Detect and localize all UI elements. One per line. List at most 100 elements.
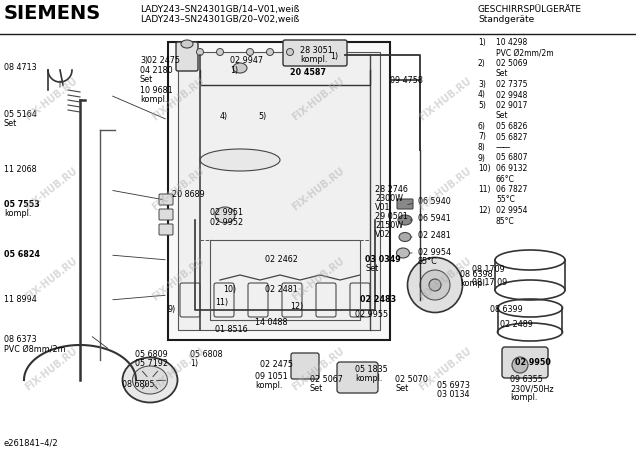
Text: FIX-HUB.RU: FIX-HUB.RU <box>417 256 473 302</box>
Text: FIX-HUB.RU: FIX-HUB.RU <box>417 76 473 122</box>
Text: 02 5069: 02 5069 <box>496 59 527 68</box>
Bar <box>168 42 390 340</box>
Text: FIX-HUB.RU: FIX-HUB.RU <box>150 166 206 212</box>
FancyBboxPatch shape <box>159 194 173 205</box>
Text: 05 6807: 05 6807 <box>496 153 527 162</box>
Text: 3): 3) <box>478 80 486 89</box>
Text: 03 0349: 03 0349 <box>365 255 401 264</box>
Text: 02 9947: 02 9947 <box>230 56 263 65</box>
Ellipse shape <box>420 270 450 300</box>
Text: FIX-HUB.RU: FIX-HUB.RU <box>23 76 79 122</box>
Text: 05 5164: 05 5164 <box>4 110 37 119</box>
Text: GESCHIRRSPÜLGERÄTE: GESCHIRRSPÜLGERÄTE <box>478 5 582 14</box>
Text: 02 2483: 02 2483 <box>360 295 396 304</box>
Text: 11): 11) <box>478 185 490 194</box>
Text: 08 4713: 08 4713 <box>4 63 37 72</box>
Text: 08 6805: 08 6805 <box>122 380 155 389</box>
Ellipse shape <box>247 49 254 55</box>
Text: kompl.: kompl. <box>140 95 167 104</box>
Text: LADY243–SN24301GB/20–V02,weiß: LADY243–SN24301GB/20–V02,weiß <box>140 15 300 24</box>
Text: 66°C: 66°C <box>496 175 515 184</box>
Text: 06 9132: 06 9132 <box>496 164 527 173</box>
Text: 10 4298: 10 4298 <box>496 38 527 47</box>
Text: 8): 8) <box>478 143 486 152</box>
FancyBboxPatch shape <box>291 353 319 379</box>
Text: 02 9955: 02 9955 <box>355 310 388 319</box>
Ellipse shape <box>408 257 462 312</box>
Text: 29 0501: 29 0501 <box>375 212 408 221</box>
Ellipse shape <box>398 215 412 225</box>
Text: FIX-HUB.RU: FIX-HUB.RU <box>290 76 346 122</box>
Text: 6): 6) <box>478 122 486 131</box>
Text: 02 9950: 02 9950 <box>515 358 551 367</box>
Ellipse shape <box>181 40 193 48</box>
Text: 02 2475: 02 2475 <box>260 360 293 369</box>
Text: 09 6355: 09 6355 <box>510 375 543 384</box>
Text: 05 7192: 05 7192 <box>135 359 168 368</box>
Text: 11 2068: 11 2068 <box>4 165 37 174</box>
Text: Standgeräte: Standgeräte <box>478 15 534 24</box>
Text: 02 9948: 02 9948 <box>496 90 527 99</box>
Text: 14 0488: 14 0488 <box>255 318 287 327</box>
Text: Set: Set <box>365 264 378 273</box>
Text: 9): 9) <box>478 153 486 162</box>
Text: 11): 11) <box>215 298 228 307</box>
FancyBboxPatch shape <box>159 209 173 220</box>
Text: FIX-HUB.RU: FIX-HUB.RU <box>417 346 473 392</box>
Ellipse shape <box>233 63 247 73</box>
Text: 06 5941: 06 5941 <box>418 214 451 223</box>
Text: 7): 7) <box>478 132 486 141</box>
FancyBboxPatch shape <box>176 42 198 71</box>
Text: kompl.: kompl. <box>4 209 31 218</box>
FancyBboxPatch shape <box>159 224 173 235</box>
Text: LADY243–SN24301GB/14–V01,weiß: LADY243–SN24301GB/14–V01,weiß <box>140 5 300 14</box>
Ellipse shape <box>512 357 528 373</box>
Text: FIX-HUB.RU: FIX-HUB.RU <box>23 256 79 302</box>
Ellipse shape <box>123 357 177 402</box>
Text: ——: —— <box>496 143 511 152</box>
Text: 85°C: 85°C <box>418 257 438 266</box>
Text: 05 6973: 05 6973 <box>437 381 470 390</box>
Ellipse shape <box>197 49 204 55</box>
Text: 02 9952: 02 9952 <box>210 218 243 227</box>
Text: 1): 1) <box>330 52 338 61</box>
Text: 12): 12) <box>478 206 490 215</box>
Text: 02 2481: 02 2481 <box>265 285 298 294</box>
Text: 28 2746: 28 2746 <box>375 185 408 194</box>
Text: 02 5067: 02 5067 <box>310 375 343 384</box>
Text: kompl.: kompl. <box>510 393 537 402</box>
Text: 10): 10) <box>478 164 490 173</box>
Text: 5): 5) <box>258 112 266 121</box>
Ellipse shape <box>132 366 167 394</box>
Ellipse shape <box>216 49 223 55</box>
Text: 09 1051: 09 1051 <box>255 372 287 381</box>
Text: 85°C: 85°C <box>496 216 515 225</box>
Text: 08 17 09: 08 17 09 <box>472 278 508 287</box>
Text: 06 5940: 06 5940 <box>418 197 451 206</box>
FancyBboxPatch shape <box>397 199 413 209</box>
Text: 28 3051: 28 3051 <box>300 46 333 55</box>
Text: 05 6824: 05 6824 <box>4 250 40 259</box>
Text: 05 6808: 05 6808 <box>190 350 223 359</box>
Text: 08 1709: 08 1709 <box>472 265 505 274</box>
Text: 4): 4) <box>478 90 486 99</box>
Text: e261841–4/2: e261841–4/2 <box>4 438 59 447</box>
Text: FIX-HUB.RU: FIX-HUB.RU <box>290 166 346 212</box>
Text: FIX-HUB.RU: FIX-HUB.RU <box>290 256 346 302</box>
Text: FIX-HUB.RU: FIX-HUB.RU <box>23 166 79 212</box>
Bar <box>178 52 380 330</box>
Text: 12): 12) <box>290 302 303 311</box>
Text: 08 6373: 08 6373 <box>4 335 37 344</box>
Text: 11 8994: 11 8994 <box>4 295 37 304</box>
Text: 05 1835: 05 1835 <box>355 365 388 374</box>
Text: kompl.: kompl. <box>255 381 282 390</box>
Text: 20 8689: 20 8689 <box>172 190 205 199</box>
Ellipse shape <box>286 49 293 55</box>
Text: 02 9951: 02 9951 <box>210 208 243 217</box>
Text: 02 9954: 02 9954 <box>418 248 451 257</box>
Text: 02 2489: 02 2489 <box>500 320 533 329</box>
Text: Set: Set <box>496 69 509 78</box>
Text: 9): 9) <box>167 305 176 314</box>
Text: 02 9017: 02 9017 <box>496 101 527 110</box>
Text: Set: Set <box>395 384 408 393</box>
